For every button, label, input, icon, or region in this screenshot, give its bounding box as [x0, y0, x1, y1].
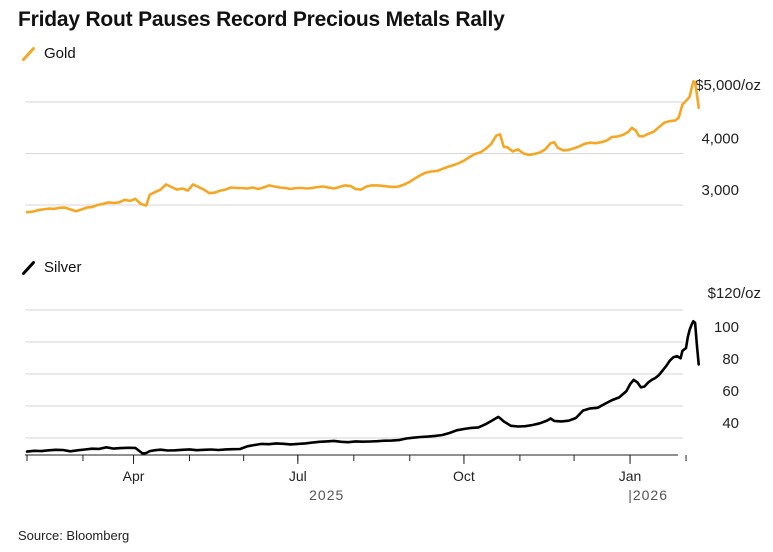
- silver-legend-swatch: [22, 260, 35, 275]
- x-year-label: |2026: [628, 487, 668, 503]
- y-tick-label: 4,000: [701, 131, 739, 148]
- gold-y-axis-labels: 3,000 4,000 $5,000/oz: [695, 77, 761, 199]
- x-month-label: Jul: [289, 468, 307, 484]
- x-year-label: 2025: [309, 487, 344, 503]
- silver-price-line: [25, 319, 700, 455]
- silver-y-axis-labels: 40 60 80 100 $120/oz: [708, 285, 761, 432]
- y-tick-label: 80: [722, 351, 739, 368]
- legend-gold: Gold: [22, 45, 76, 62]
- gold-price-line: [25, 80, 700, 214]
- y-tick-label: $5,000/oz: [695, 77, 761, 94]
- x-month-label: Jan: [619, 468, 642, 484]
- x-month-label: Oct: [453, 468, 475, 484]
- silver-legend-label: Silver: [44, 259, 82, 276]
- x-axis-ticks: [26, 455, 687, 461]
- chart-title: Friday Rout Pauses Record Precious Metal…: [18, 8, 505, 31]
- y-tick-label: 3,000: [701, 182, 739, 199]
- silver-gridlines: [25, 309, 683, 439]
- source-note: Source: Bloomberg: [18, 528, 130, 543]
- y-tick-label: 100: [714, 319, 739, 336]
- gold-legend-swatch: [22, 46, 35, 61]
- y-tick-label: $120/oz: [708, 285, 761, 302]
- x-axis-month-labels: Apr Jul Oct Jan: [123, 455, 642, 484]
- legend-silver: Silver: [22, 259, 82, 276]
- y-tick-label: 40: [722, 415, 739, 432]
- gold-legend-label: Gold: [44, 45, 76, 62]
- x-axis-year-labels: 2025 |2026: [309, 487, 668, 503]
- y-tick-label: 60: [722, 383, 739, 400]
- x-month-label: Apr: [123, 468, 145, 484]
- gold-gridlines: [25, 101, 683, 206]
